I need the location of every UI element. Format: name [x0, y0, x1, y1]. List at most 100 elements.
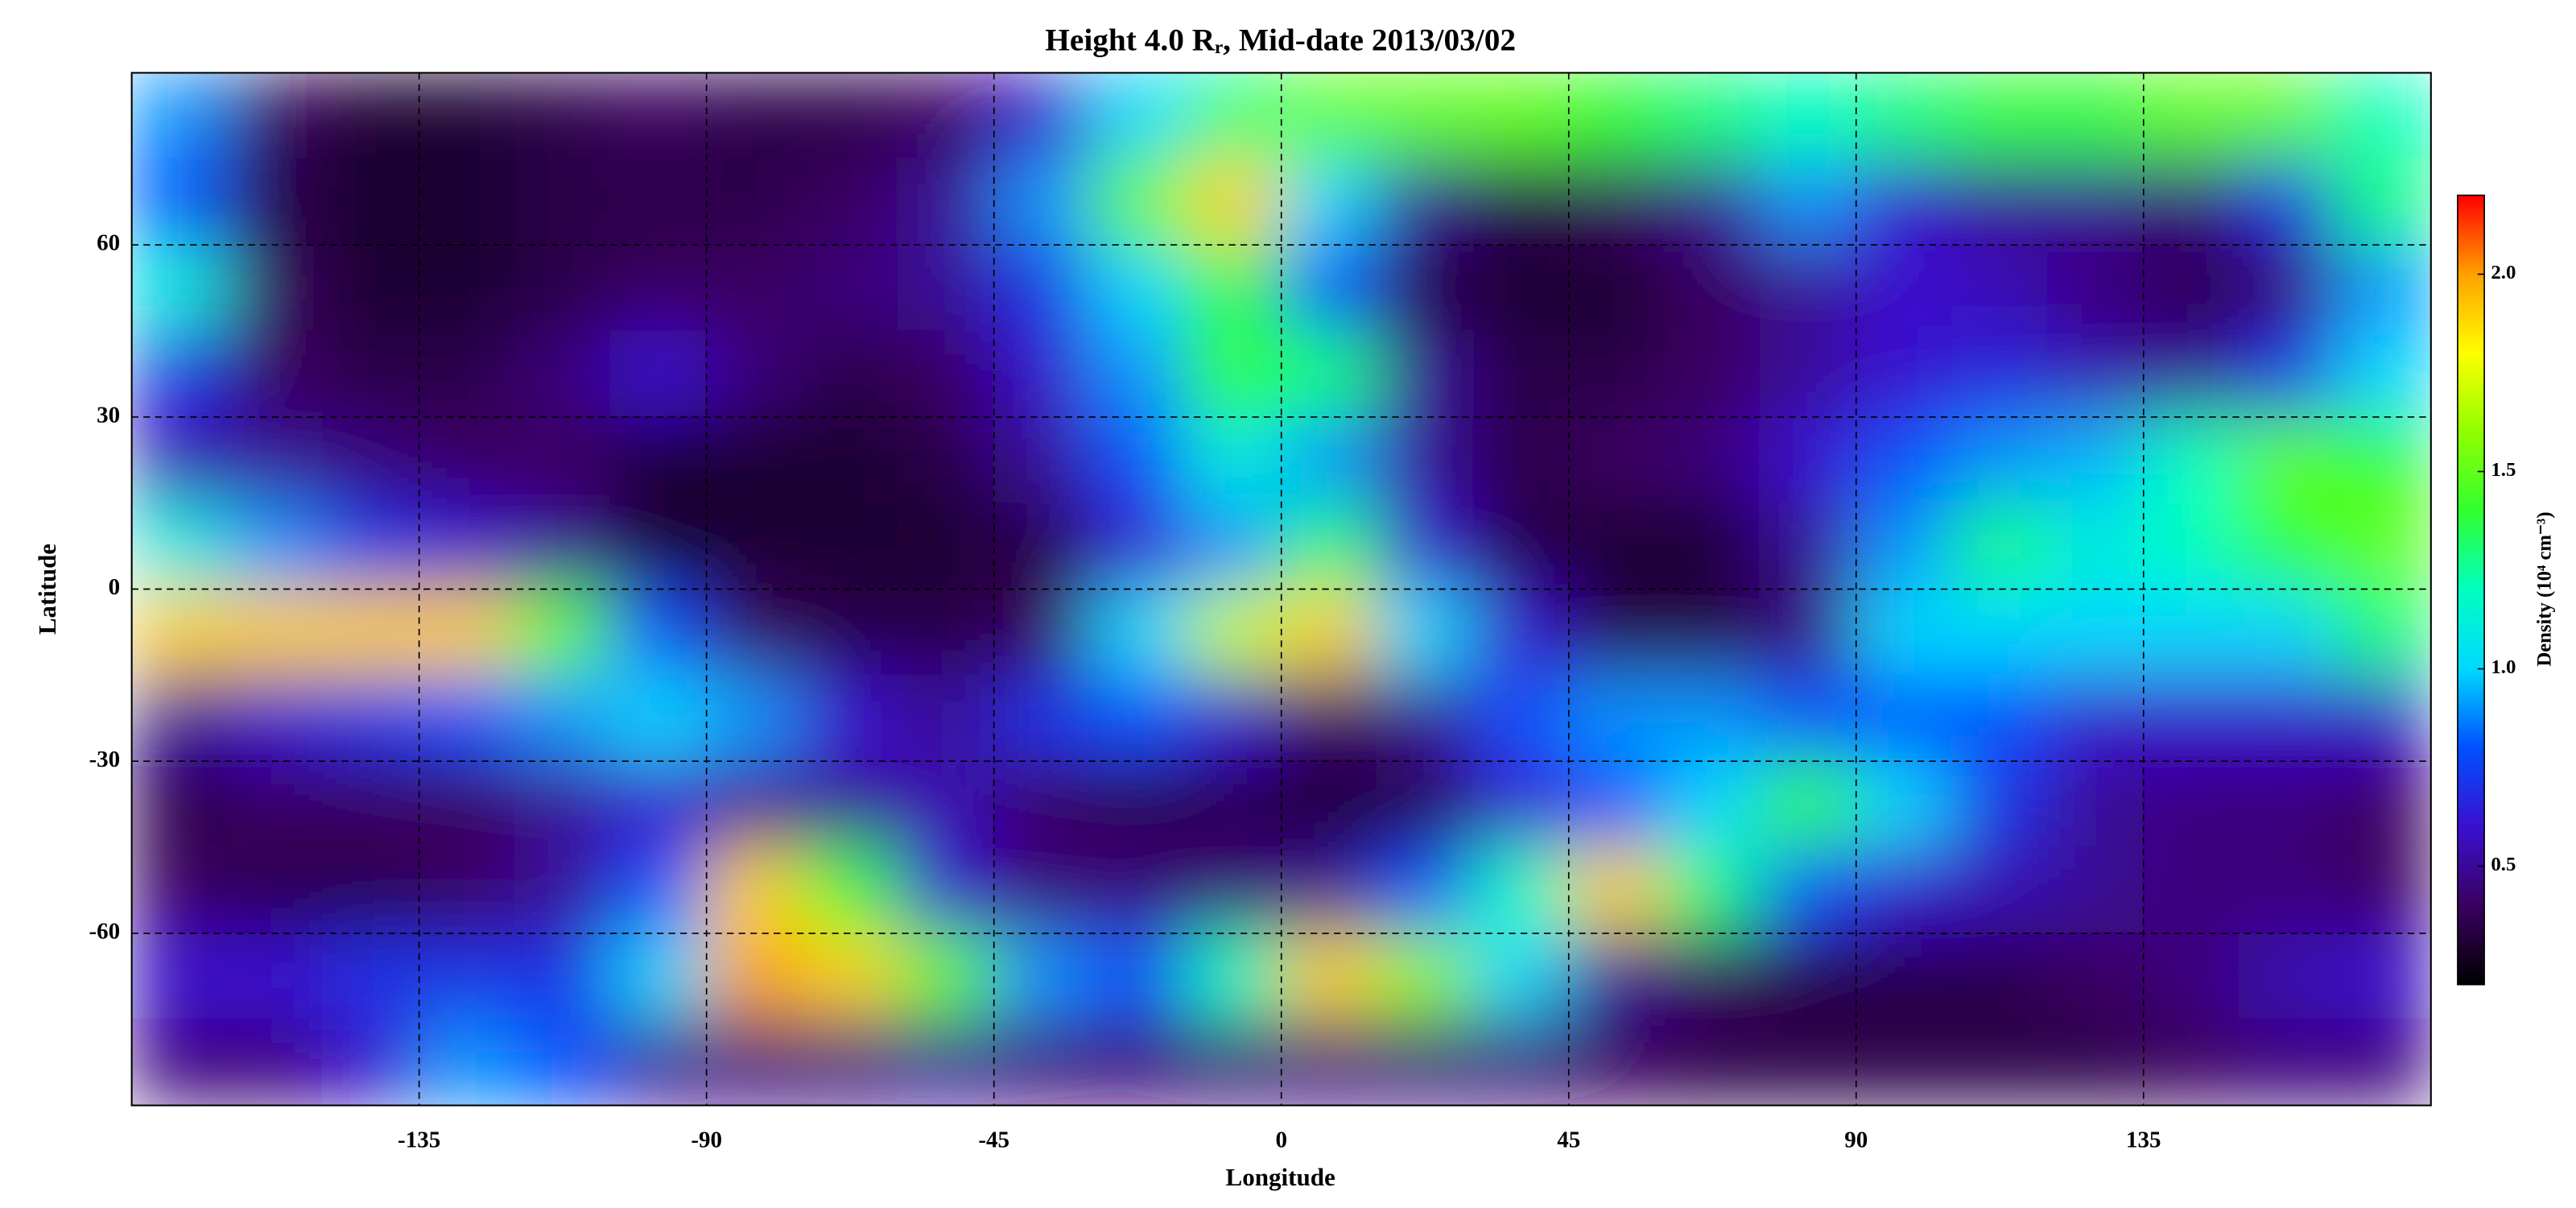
heatmap-cell	[2046, 932, 2145, 1020]
heatmap-cell	[322, 502, 420, 590]
heatmap-cell	[1855, 244, 1953, 332]
heatmap-cell	[226, 502, 324, 590]
heatmap-cell	[1951, 932, 2049, 1020]
heatmap-cell	[2238, 416, 2336, 504]
heatmap-cell	[1376, 846, 1474, 934]
heatmap-cell	[322, 1018, 420, 1106]
heatmap-cell	[609, 329, 708, 418]
heatmap-cell	[801, 1018, 899, 1106]
heatmap-cell	[2334, 244, 2431, 332]
heatmap-cell	[131, 72, 229, 160]
heatmap-cell	[514, 329, 612, 418]
y-tick-label: 30	[97, 403, 120, 428]
heatmap-cell	[1663, 502, 1761, 590]
heatmap-cell	[2334, 674, 2431, 763]
heatmap-cell	[2334, 72, 2431, 160]
heatmap-cell	[2334, 1018, 2431, 1106]
heatmap-cell	[131, 1018, 229, 1106]
heatmap-cell	[2046, 329, 2145, 418]
heatmap-cell	[1759, 502, 1857, 590]
heatmap-cell	[993, 760, 1091, 849]
heatmap-cell	[1472, 416, 1570, 504]
heatmap-cell	[2046, 760, 2145, 849]
heatmap-cell	[1567, 72, 1666, 160]
heatmap-cell	[418, 1018, 516, 1106]
heatmap-cell	[897, 502, 995, 590]
heatmap-cell	[1088, 416, 1187, 504]
heatmap-cell	[226, 846, 324, 934]
heatmap-cell	[226, 329, 324, 418]
heatmap-cell	[1280, 158, 1378, 246]
heatmap-cell	[2046, 588, 2145, 676]
heatmap-cell	[1472, 329, 1570, 418]
heatmap-cell	[1759, 158, 1857, 246]
heatmap-cell	[1759, 932, 1857, 1020]
heatmap-cell	[1184, 502, 1282, 590]
heatmap-cell	[897, 329, 995, 418]
heatmap-cell	[322, 244, 420, 332]
heatmap-cell	[1663, 329, 1761, 418]
heatmap-cell	[801, 588, 899, 676]
heatmap-cell	[131, 329, 229, 418]
heatmap-cell	[1951, 674, 2049, 763]
heatmap-cell	[1567, 1018, 1666, 1106]
heatmap-cell	[1567, 329, 1666, 418]
heatmap-cell	[609, 760, 708, 849]
heatmap-cell	[418, 588, 516, 676]
heatmap-cell	[1567, 502, 1666, 590]
heatmap-cell	[1663, 158, 1761, 246]
heatmap-cell	[1567, 760, 1666, 849]
heatmap-cell	[2142, 932, 2240, 1020]
heatmap-cell	[514, 158, 612, 246]
heatmap-cell	[1376, 932, 1474, 1020]
heatmap-cell	[1663, 72, 1761, 160]
heatmap-cell	[2046, 502, 2145, 590]
colorbar-label: Density (10⁴ cm⁻³)	[2533, 511, 2555, 666]
heatmap-cell	[2142, 329, 2240, 418]
heatmap-cell	[1088, 588, 1187, 676]
heatmap-cell	[1855, 846, 1953, 934]
heatmap-cell	[514, 760, 612, 849]
heatmap-cell	[2238, 1018, 2336, 1106]
heatmap-cell	[1663, 760, 1761, 849]
heatmap-cell	[226, 416, 324, 504]
heatmap-cell	[897, 158, 995, 246]
heatmap-cell	[2142, 846, 2240, 934]
heatmap-cell	[1855, 158, 1953, 246]
heatmap-cell	[1951, 760, 2049, 849]
heatmap-cell	[1472, 846, 1570, 934]
heatmap-cell	[2334, 588, 2431, 676]
heatmap-cell	[514, 502, 612, 590]
heatmap-cell	[514, 932, 612, 1020]
heatmap-cell	[2334, 158, 2431, 246]
heatmap-cell	[418, 158, 516, 246]
heatmap-cell	[2238, 674, 2336, 763]
heatmap-cell	[801, 846, 899, 934]
heatmap-cell	[2334, 760, 2431, 849]
heatmap-cell	[993, 158, 1091, 246]
heatmap-cell	[1951, 588, 2049, 676]
heatmap-cell	[322, 760, 420, 849]
heatmap-cell	[1855, 72, 1953, 160]
heatmap-cell	[2046, 674, 2145, 763]
heatmap-cell	[1088, 502, 1187, 590]
heatmap-cell	[1759, 416, 1857, 504]
heatmap-cell	[1376, 416, 1474, 504]
heatmap-cell	[2142, 244, 2240, 332]
plot-area	[131, 72, 2431, 1106]
heatmap-cell	[1567, 674, 1666, 763]
heatmap-cell	[2142, 588, 2240, 676]
heatmap-cell	[1376, 158, 1474, 246]
heatmap	[131, 72, 2431, 1106]
heatmap-cell	[1088, 1018, 1187, 1106]
heatmap-cell	[705, 329, 803, 418]
heatmap-cell	[1472, 760, 1570, 849]
heatmap-cell	[993, 846, 1091, 934]
colorbar-tick-label: 1.5	[2491, 459, 2516, 481]
heatmap-cell	[2046, 158, 2145, 246]
heatmap-cell	[1184, 674, 1282, 763]
heatmap-cell	[1951, 158, 2049, 246]
heatmap-cell	[1951, 846, 2049, 934]
colorbar-tick-label: 0.5	[2491, 854, 2516, 875]
